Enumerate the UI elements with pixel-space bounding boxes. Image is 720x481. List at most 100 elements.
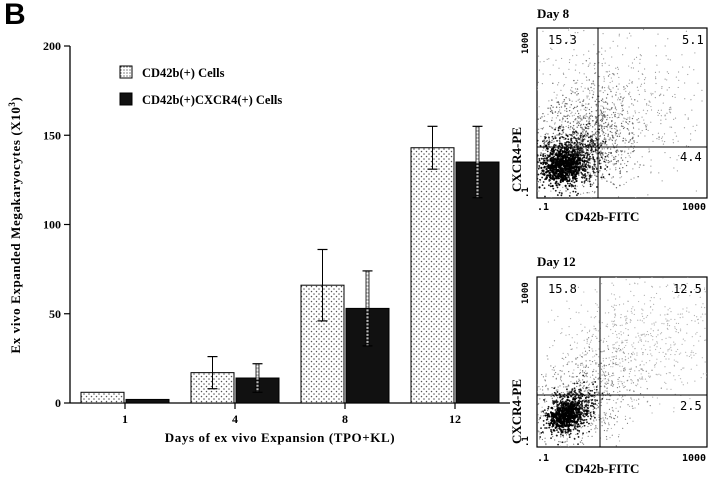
flow-event-dot [606, 103, 609, 105]
flow-event-dot [606, 402, 608, 404]
flow-event-dot [579, 420, 582, 423]
flow-event-dot [616, 66, 619, 68]
flow-event-dot [579, 418, 582, 421]
flow-event-dot [630, 152, 632, 154]
flow-event-dot [582, 63, 584, 65]
flow-event-dot [594, 381, 597, 383]
flow-event-dot [645, 126, 647, 128]
flow-event-dot [619, 440, 621, 442]
flow-event-dot [603, 113, 605, 116]
flow-event-dot [650, 105, 652, 108]
flow-event-dot [585, 360, 587, 362]
flow-event-dot [581, 407, 584, 410]
flow-event-dot [542, 112, 544, 115]
flow-event-dot [575, 375, 578, 378]
flow-event-dot [622, 385, 624, 387]
flow-event-dot [576, 424, 578, 426]
flow-event-dot [548, 160, 550, 163]
flow-event-dot [641, 308, 643, 310]
flow-event-dot [535, 405, 536, 406]
flow-event-dot [644, 124, 647, 126]
flow-event-dot [608, 398, 610, 401]
flow-event-dot [587, 425, 589, 428]
flow-event-dot [608, 357, 610, 359]
flow-event-dot [582, 117, 585, 119]
flow-event-dot [582, 165, 585, 168]
flow-event-dot [633, 140, 635, 142]
flow-event-dot [678, 79, 680, 81]
flow-event-dot [596, 98, 598, 100]
flow-event-dot [667, 38, 669, 40]
flow-event-dot [603, 78, 605, 80]
flow-event-dot [606, 144, 608, 146]
flow-event-dot [600, 109, 602, 112]
flow-event-dot [643, 364, 645, 366]
flow-event-dot [602, 340, 605, 342]
flow-event-dot [500, 139, 501, 140]
flow-event-dot [627, 329, 629, 331]
flow-event-dot [612, 344, 614, 346]
flow-event-dot [555, 400, 558, 402]
flow-event-dot [568, 361, 570, 363]
flow-event-dot [632, 147, 635, 150]
flow-event-dot [551, 429, 554, 431]
flow-event-dot [541, 386, 544, 388]
flow-event-dot [554, 365, 556, 367]
flow-event-dot [595, 363, 597, 365]
flow-event-dot [588, 153, 591, 156]
flow-event-dot [557, 177, 560, 180]
flow-event-dot [537, 173, 540, 176]
flow-event-dot [581, 437, 583, 439]
flow-event-dot [607, 108, 609, 110]
flow-event-dot [610, 124, 613, 126]
flow-event-dot [588, 330, 591, 333]
flow-event-dot [618, 350, 621, 352]
flow-event-dot [584, 132, 586, 135]
flow-event-dot [637, 380, 639, 382]
flow-event-dot [562, 352, 564, 354]
flow-event-dot [518, 367, 519, 368]
flow-event-dot [693, 94, 695, 96]
flow-event-dot [575, 357, 577, 359]
flow-event-dot [476, 123, 477, 124]
flow-event-dot [544, 141, 546, 143]
flow-event-dot [637, 176, 639, 178]
flow-event-dot [605, 340, 608, 343]
flow-event-dot [550, 437, 552, 440]
flow-event-dot [635, 384, 637, 387]
flow-event-dot [567, 384, 569, 386]
flow-event-dot [573, 147, 576, 149]
flow-event-dot [616, 421, 618, 423]
flow-event-dot [583, 108, 585, 110]
flow-event-dot [622, 127, 625, 130]
flow-event-dot [538, 69, 541, 71]
flow-event-dot [523, 213, 524, 214]
flow-event-dot [526, 182, 527, 183]
flow-event-dot [609, 125, 611, 128]
flow-event-dot [617, 378, 619, 381]
flow-event-dot [535, 193, 536, 194]
flow-event-dot [643, 322, 645, 324]
flow-event-dot [602, 380, 604, 382]
flow-event-dot [617, 398, 619, 400]
flow-event-dot [618, 133, 620, 135]
flow-event-dot [571, 337, 573, 339]
flow-event-dot [626, 341, 628, 344]
flow-event-dot [577, 157, 580, 160]
flow-event-dot [666, 71, 668, 73]
flow-event-dot [601, 158, 604, 160]
y-tick-label: 150 [43, 128, 61, 142]
flow-event-dot [598, 76, 601, 78]
flow-event-dot [580, 86, 582, 88]
flow-event-dot [581, 426, 584, 428]
flow-event-dot [677, 313, 679, 315]
flow-event-dot [604, 111, 606, 113]
flow-event-dot [593, 396, 596, 398]
flow-event-dot [630, 319, 632, 322]
flow-event-dot [603, 412, 605, 414]
flow-event-dot [605, 435, 608, 438]
flow-event-dot [511, 82, 512, 83]
flow-event-dot [564, 408, 567, 411]
flow-event-dot [557, 115, 559, 117]
flow-event-dot [586, 352, 588, 354]
